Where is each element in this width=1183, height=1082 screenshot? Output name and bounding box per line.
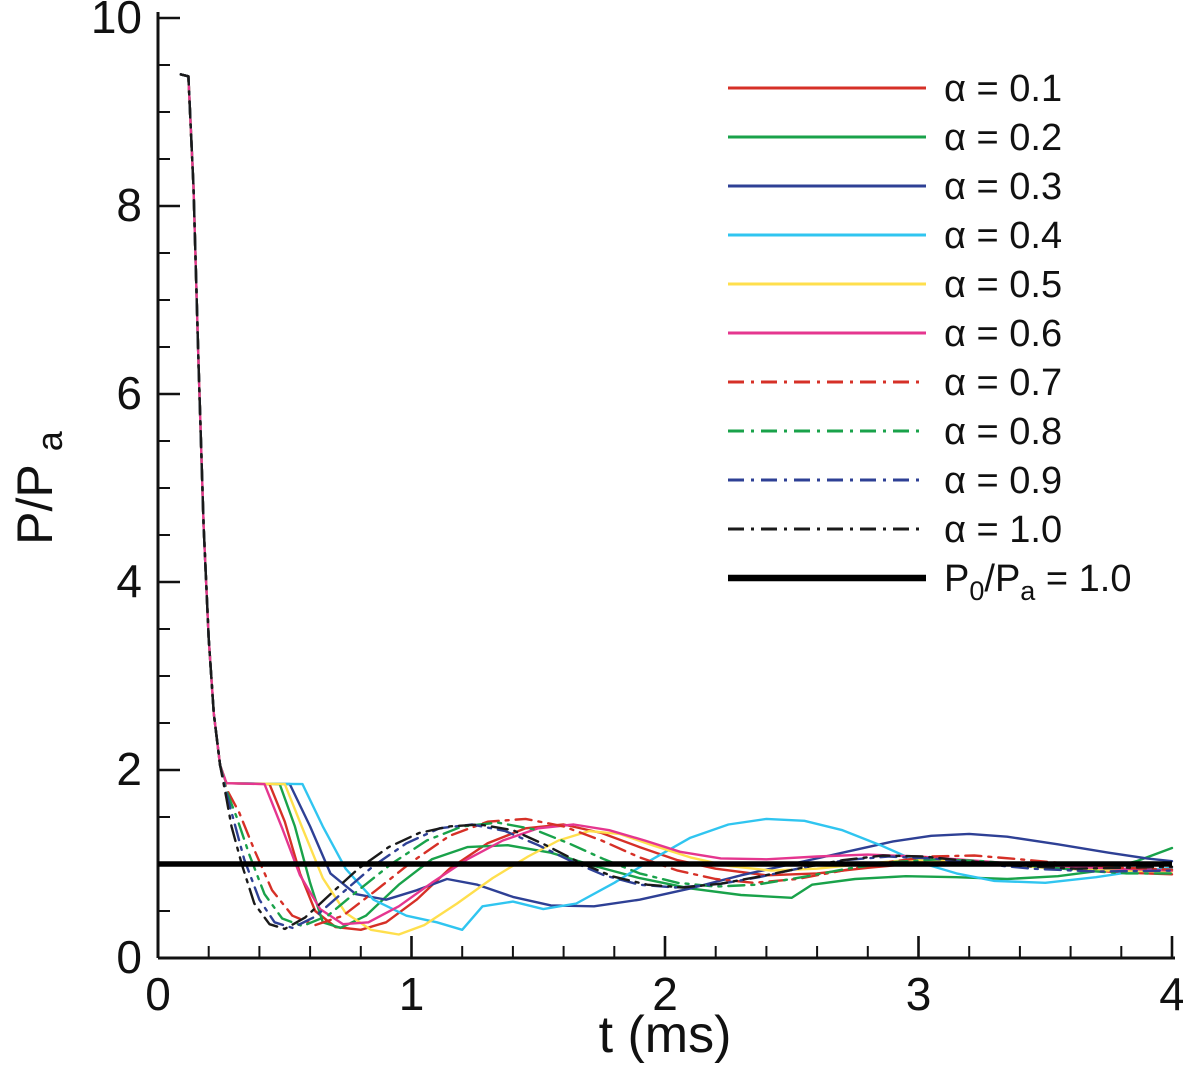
legend-label: α = 0.8 <box>944 411 1062 453</box>
y-axis-tick-label: 2 <box>116 743 142 795</box>
y-axis-tick-label: 6 <box>116 367 142 419</box>
y-axis-tick-label: 10 <box>91 0 142 43</box>
legend-label-segment: = 1.0 <box>1035 558 1131 600</box>
y-axis-label-subscript: a <box>29 430 70 451</box>
y-axis-tick-label: 4 <box>116 555 142 607</box>
y-axis-label-main: P/P <box>7 465 63 545</box>
y-axis-tick-label: 8 <box>116 179 142 231</box>
legend-label-segment: P <box>944 558 969 600</box>
legend-label: α = 0.3 <box>944 166 1062 208</box>
x-axis-tick-label: 0 <box>145 968 171 1020</box>
legend-label: α = 0.9 <box>944 460 1062 502</box>
legend-label: α = 1.0 <box>944 509 1062 551</box>
legend-label: P0/Pa = 1.0 <box>944 558 1131 606</box>
legend-label: α = 0.7 <box>944 362 1062 404</box>
y-axis-label: P/P a <box>7 430 70 545</box>
legend-label: α = 0.5 <box>944 264 1062 306</box>
legend-label: α = 0.6 <box>944 313 1062 355</box>
legend-label-segment: /P <box>984 558 1020 600</box>
legend-label: α = 0.1 <box>944 68 1062 110</box>
chart-dynamic-layer: 0 1 2 3 4 0 2 4 6 8 10 α = 0.1 α = 0.2 α = 0.3 α = 0.4… <box>91 0 1183 1020</box>
x-axis-tick-label: 3 <box>906 968 932 1020</box>
legend-label-subscript: a <box>1020 576 1036 606</box>
x-axis-tick-label: 4 <box>1159 968 1183 1020</box>
legend-label: α = 0.4 <box>944 215 1062 257</box>
series-line-alpha-----1-0 <box>179 73 1174 931</box>
y-axis-tick-label: 0 <box>116 931 142 983</box>
x-axis-tick-label: 2 <box>652 968 678 1020</box>
legend-label-subscript: 0 <box>969 576 984 606</box>
x-axis-tick-label: 1 <box>399 968 425 1020</box>
x-axis-label: t (ms) <box>599 1006 732 1064</box>
legend-label: α = 0.2 <box>944 117 1062 159</box>
